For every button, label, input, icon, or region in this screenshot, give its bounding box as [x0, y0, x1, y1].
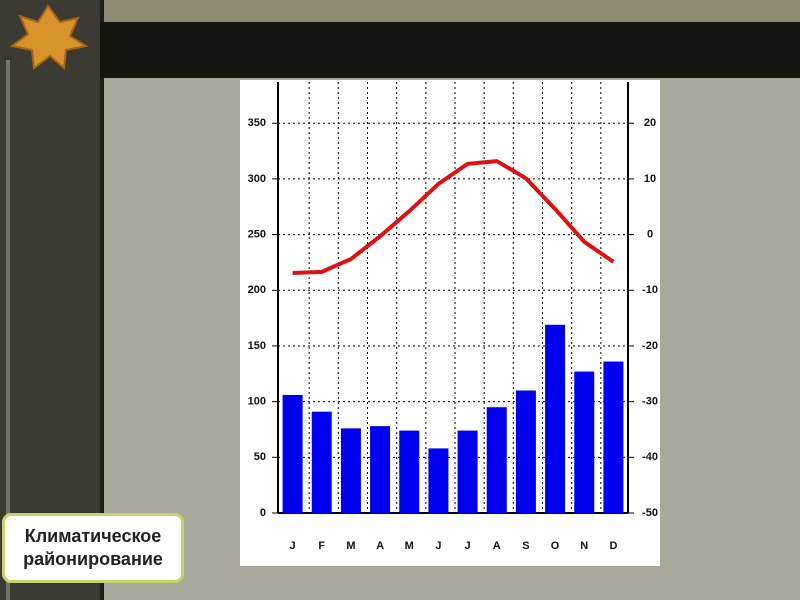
caption: Климатическое районирование: [2, 513, 184, 583]
y-tick-label: 100: [248, 396, 266, 408]
bar: [428, 448, 449, 513]
y-tick-label: 150: [248, 340, 266, 352]
title-band: [100, 22, 800, 78]
bar: [486, 407, 507, 513]
y-tick-label: 300: [248, 173, 266, 185]
bar: [311, 411, 332, 513]
y2-tick-label: -40: [642, 451, 658, 463]
top-border: [0, 0, 800, 22]
y2-tick-label: 20: [644, 117, 656, 129]
temperature-line: [292, 159, 615, 275]
bar: [340, 428, 361, 513]
bar: [370, 426, 391, 513]
x-tick-label: S: [522, 540, 529, 552]
bar: [574, 371, 595, 513]
x-tick-label: F: [318, 540, 325, 552]
y2-tick-label: -10: [642, 284, 658, 296]
x-tick-label: A: [493, 540, 501, 552]
x-tick-label: A: [376, 540, 384, 552]
x-tick-label: D: [609, 540, 617, 552]
bar: [457, 430, 478, 513]
bar: [399, 430, 420, 513]
bar: [603, 361, 624, 513]
bar: [545, 324, 566, 513]
x-tick-label: M: [346, 540, 355, 552]
y-tick-label: 350: [248, 117, 266, 129]
x-tick-label: M: [405, 540, 414, 552]
y2-tick-label: -30: [642, 396, 658, 408]
y2-tick-label: 0: [647, 228, 653, 240]
y-tick-label: 50: [254, 451, 266, 463]
chart-panel: [240, 80, 660, 566]
x-tick-label: O: [551, 540, 560, 552]
bar: [282, 394, 303, 513]
y2-tick-label: 10: [644, 173, 656, 185]
x-tick-label: J: [290, 540, 296, 552]
x-tick-label: J: [435, 540, 441, 552]
side-stripe: [0, 0, 104, 600]
x-tick-label: J: [465, 540, 471, 552]
y-tick-label: 0: [260, 507, 266, 519]
y2-tick-label: -50: [642, 507, 658, 519]
leaf-decoration: [9, 4, 88, 70]
x-tick-label: N: [580, 540, 588, 552]
y2-tick-label: -20: [642, 340, 658, 352]
y-tick-label: 250: [248, 228, 266, 240]
y-tick-label: 200: [248, 284, 266, 296]
side-accent: [6, 60, 10, 600]
bar: [515, 390, 536, 513]
